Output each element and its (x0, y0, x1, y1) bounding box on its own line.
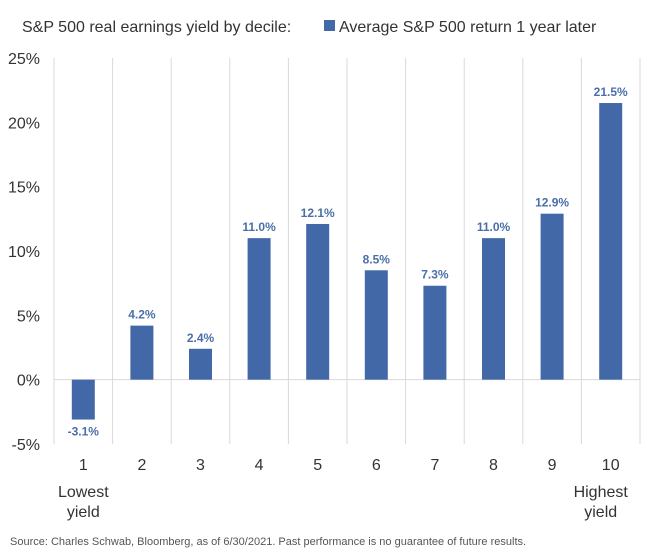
x-sublabel: Highest (574, 484, 629, 501)
legend-label: Average S&P 500 return 1 year later (339, 19, 597, 36)
bar (540, 213, 564, 380)
bar (482, 238, 505, 380)
chart-title: S&P 500 real earnings yield by decile: (22, 19, 291, 36)
y-tick-label: 25% (8, 51, 40, 68)
source-note: Source: Charles Schwab, Bloomberg, as of… (10, 536, 526, 548)
bar (71, 379, 95, 420)
data-label: 4.2% (128, 308, 156, 322)
bar (423, 285, 447, 380)
data-label: 2.4% (187, 331, 215, 345)
bar (599, 103, 623, 380)
data-label: 7.3% (421, 268, 449, 282)
data-label: 8.5% (363, 252, 391, 266)
bars (71, 103, 623, 420)
y-tick-label: 5% (17, 308, 40, 325)
legend-swatch (324, 20, 335, 31)
x-tick-label: 5 (313, 457, 322, 474)
x-axis: 1 2 3 4 5 6 7 8 9 10 (79, 457, 620, 474)
x-tick-label: 3 (196, 457, 205, 474)
x-sublabel: yield (67, 504, 100, 521)
data-label: -3.1% (68, 425, 100, 439)
x-tick-label: 7 (430, 457, 439, 474)
x-tick-label: 4 (255, 457, 264, 474)
data-label: 12.9% (535, 196, 569, 210)
y-axis: -5% 0% 5% 10% 15% 20% 25% (8, 51, 40, 454)
y-tick-label: 20% (8, 115, 40, 132)
data-labels: -3.1% 4.2% 2.4% 11.0% 12.1% 8.5% 7.3% 11.0% 12.9… (68, 85, 628, 439)
x-tick-label: 9 (548, 457, 557, 474)
bar (130, 325, 154, 380)
data-label: 11.0% (477, 220, 511, 234)
x-tick-label: 10 (602, 457, 620, 474)
x-sublabel: yield (584, 504, 617, 521)
x-sublabels: Lowest yield Highest yield (58, 484, 628, 521)
data-label: 11.0% (242, 220, 276, 234)
y-tick-label: 10% (8, 244, 40, 261)
x-tick-label: 2 (137, 457, 146, 474)
x-tick-label: 6 (372, 457, 381, 474)
y-tick-label: 0% (17, 373, 40, 390)
data-label: 21.5% (594, 85, 628, 99)
data-label: 12.1% (301, 206, 335, 220)
bar (364, 270, 388, 380)
y-tick-label: -5% (12, 437, 40, 454)
bar (306, 223, 330, 380)
x-tick-label: 1 (79, 457, 88, 474)
y-tick-label: 15% (8, 180, 40, 197)
x-sublabel: Lowest (58, 484, 109, 501)
x-tick-label: 8 (489, 457, 498, 474)
bar (189, 348, 212, 380)
bar (247, 238, 271, 380)
